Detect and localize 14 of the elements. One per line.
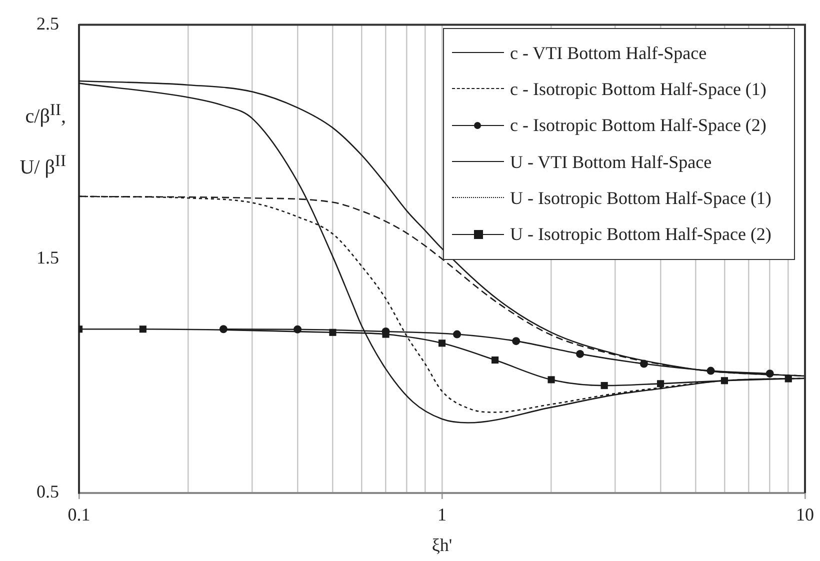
y-tick-label: 2.5	[36, 14, 59, 34]
y-tick-label: 1.5	[36, 248, 59, 268]
x-tick-label: 0.1	[68, 504, 90, 525]
x-tick-label: 1	[438, 504, 446, 525]
legend-label: c - Isotropic Bottom Half-Space (1)	[510, 78, 766, 100]
legend-label: c - Isotropic Bottom Half-Space (2)	[510, 115, 766, 136]
legend-label: c - VTI Bottom Half-Space	[510, 42, 707, 64]
legend-label: U - Isotropic Bottom Half-Space (1)	[510, 188, 772, 209]
y-tick-label: 0.5	[36, 482, 59, 502]
x-axis-title: ξh'	[432, 534, 452, 555]
legend-label: U - Isotropic Bottom Half-Space (2)	[510, 224, 772, 246]
x-tick-label: 10	[796, 504, 814, 525]
legend-label: U - VTI Bottom Half-Space	[510, 152, 712, 173]
text: c/β$^{II}$, U/ β$^{II}$	[20, 100, 66, 178]
